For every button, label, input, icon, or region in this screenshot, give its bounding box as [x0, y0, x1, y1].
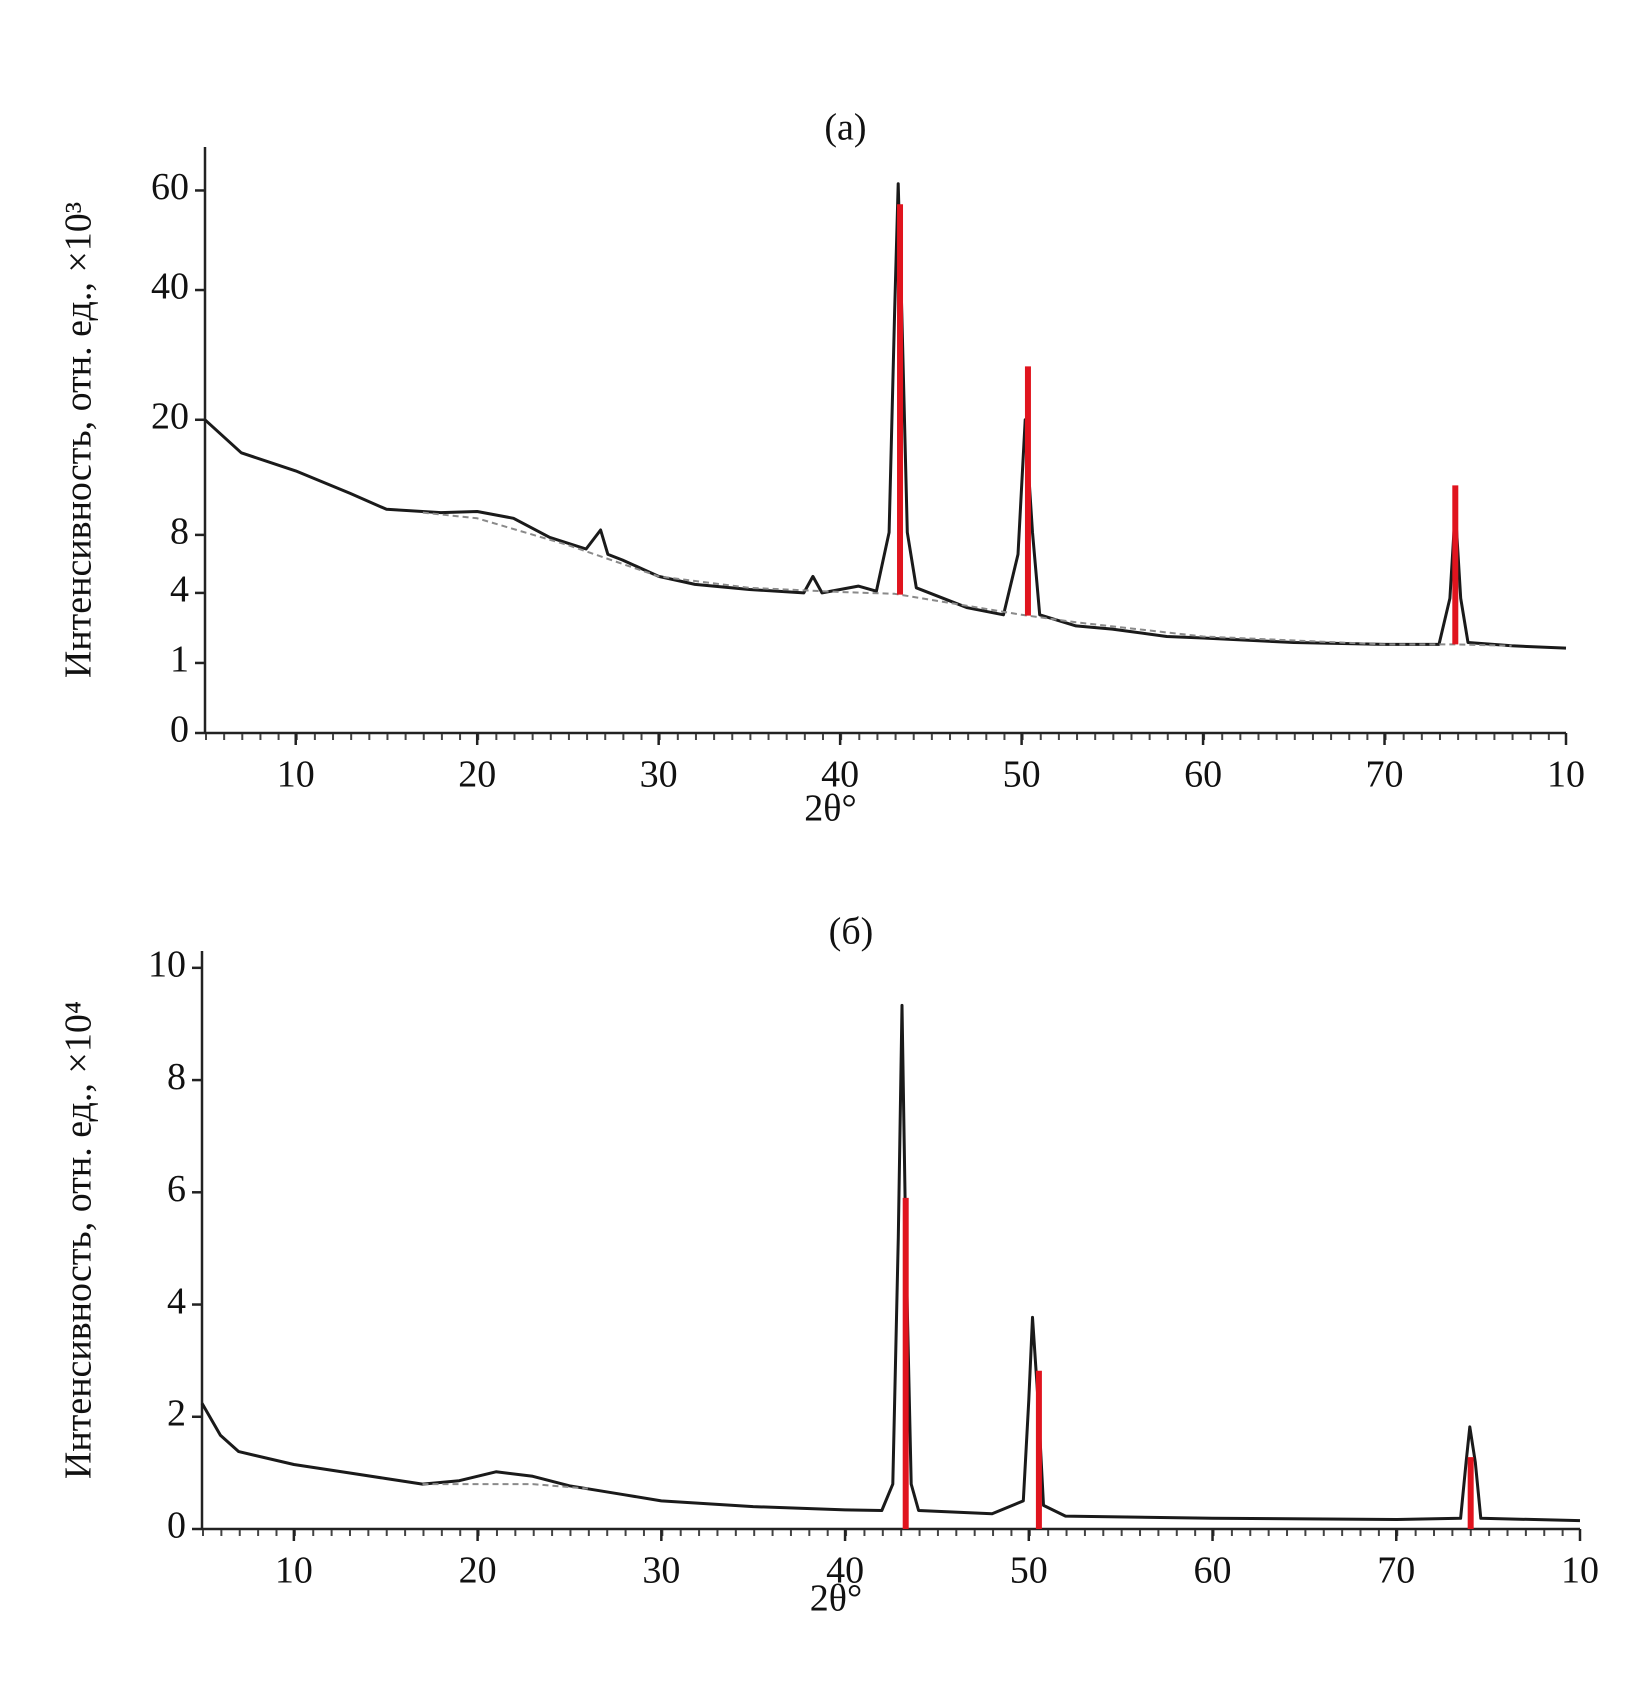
x-tick-label: 40 — [826, 1550, 864, 1592]
y-tick-label: 4 — [167, 1280, 186, 1322]
x-tick-label: 40 — [821, 754, 859, 796]
y-tick-label: 4 — [170, 569, 189, 611]
y-tick-label: 8 — [170, 511, 189, 553]
x-axis-label: 2θ° — [810, 1578, 862, 1620]
x-tick-label: 70 — [1366, 754, 1404, 796]
x-tick-label: 10 — [1561, 1550, 1599, 1592]
x-tick-label: 20 — [459, 1550, 497, 1592]
background-line — [422, 511, 1512, 647]
x-tick-label: 60 — [1184, 754, 1222, 796]
y-tick-label: 1 — [170, 639, 189, 681]
x-tick-label: 60 — [1194, 1550, 1232, 1592]
y-axis-label: Интенсивность, отн. ед., ×10³ — [58, 202, 100, 678]
y-tick-label: 6 — [167, 1168, 186, 1210]
y-tick-label: 0 — [170, 709, 189, 751]
y-tick-label: 60 — [151, 166, 189, 208]
x-axis-label: 2θ° — [804, 788, 856, 830]
y-tick-label: 0 — [167, 1505, 186, 1547]
chart-title: (а) — [824, 107, 866, 149]
x-tick-label: 70 — [1377, 1550, 1415, 1592]
y-axis-label: Интенсивность, отн. ед., ×10⁴ — [58, 1001, 100, 1479]
pattern-line — [200, 1003, 1581, 1523]
pattern-line — [203, 182, 1567, 650]
y-tick-label: 20 — [151, 395, 189, 437]
x-tick-label: 10 — [275, 1550, 313, 1592]
x-tick-label: 30 — [640, 754, 678, 796]
y-tick-label: 10 — [148, 944, 186, 986]
chart-title: (б) — [829, 911, 874, 953]
x-tick-label: 50 — [1010, 1550, 1048, 1592]
y-tick-label: 8 — [167, 1056, 186, 1098]
x-tick-label: 50 — [1003, 754, 1041, 796]
background-line — [422, 1483, 588, 1490]
y-tick-label: 2 — [167, 1392, 186, 1434]
y-tick-label: 40 — [151, 266, 189, 308]
x-tick-label: 10 — [277, 754, 315, 796]
x-tick-label: 30 — [642, 1550, 680, 1592]
x-tick-label: 10 — [1547, 754, 1585, 796]
x-tick-label: 20 — [458, 754, 496, 796]
